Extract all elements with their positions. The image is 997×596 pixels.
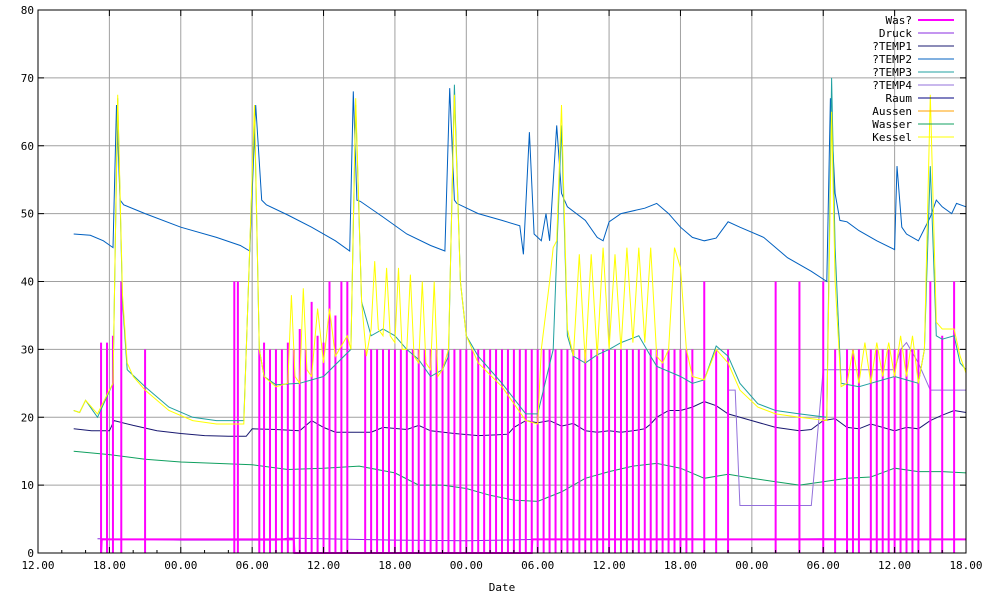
series-layer [73, 77, 967, 554]
series-temp2-line [73, 88, 967, 283]
series-kessel-line [73, 94, 967, 425]
legend-label: Druck [879, 27, 912, 40]
series-was-pulses [100, 281, 956, 553]
y-tick-label: 50 [21, 208, 34, 221]
legend-label: ?TEMP3 [872, 66, 912, 79]
x-tick-label: 18.00 [378, 559, 411, 572]
x-axis-ticks: 12.00 18.00 00.00 06.00 12.00 18.00 00.00 06.00… [21, 10, 983, 572]
legend-label: ?TEMP2 [872, 53, 912, 66]
y-tick-label: 80 [21, 4, 34, 17]
x-tick-label: 18.00 [949, 559, 982, 572]
x-tick-label: 00.00 [735, 559, 768, 572]
x-tick-label: 12.00 [878, 559, 911, 572]
legend: Was?Druck?TEMP1?TEMP2?TEMP3?TEMP4RaumAus… [872, 14, 954, 144]
x-tick-label: 00.00 [450, 559, 483, 572]
x-axis-label: Date [489, 581, 516, 594]
legend-label: Aussen [872, 105, 912, 118]
legend-label: Kessel [872, 131, 912, 144]
x-tick-label: 12.00 [593, 559, 626, 572]
y-tick-label: 60 [21, 140, 34, 153]
x-tick-label: 12.00 [307, 559, 340, 572]
x-tick-label: 18.00 [664, 559, 697, 572]
legend-label: Wasser [872, 118, 912, 131]
y-axis-ticks: 0 10 20 30 40 50 60 70 80 [21, 4, 966, 560]
legend-label: ?TEMP4 [872, 79, 912, 92]
y-tick-label: 30 [21, 343, 34, 356]
y-tick-label: 70 [21, 72, 34, 85]
x-tick-label: 18.00 [93, 559, 126, 572]
x-tick-label: 06.00 [521, 559, 554, 572]
y-tick-label: 0 [27, 547, 34, 560]
x-tick-label: 00.00 [164, 559, 197, 572]
y-tick-label: 40 [21, 276, 34, 289]
legend-label: Was? [886, 14, 913, 27]
x-tick-label: 12.00 [21, 559, 54, 572]
legend-label: Raum [886, 92, 913, 105]
y-tick-label: 20 [21, 411, 34, 424]
x-tick-label: 06.00 [807, 559, 840, 572]
y-tick-label: 10 [21, 479, 34, 492]
legend-label: ?TEMP1 [872, 40, 912, 53]
x-tick-label: 06.00 [236, 559, 269, 572]
